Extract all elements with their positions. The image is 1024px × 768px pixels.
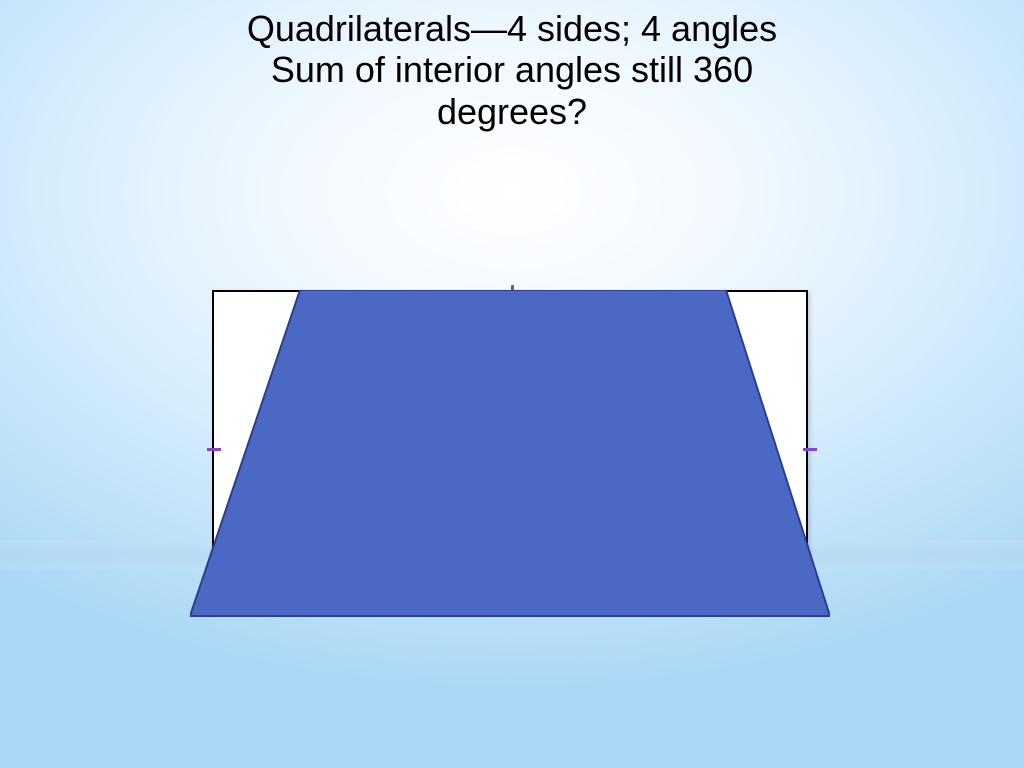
title-line-2: Sum of interior angles still 360 [40, 49, 984, 90]
title-line-1: Quadrilaterals—4 sides; 4 angles [40, 8, 984, 49]
trapezoid-polygon [190, 290, 830, 616]
trapezoid-shape [190, 290, 830, 620]
title-line-3: degrees? [40, 91, 984, 132]
slide-title: Quadrilaterals—4 sides; 4 angles Sum of … [0, 8, 1024, 132]
diagram-area [190, 290, 830, 620]
